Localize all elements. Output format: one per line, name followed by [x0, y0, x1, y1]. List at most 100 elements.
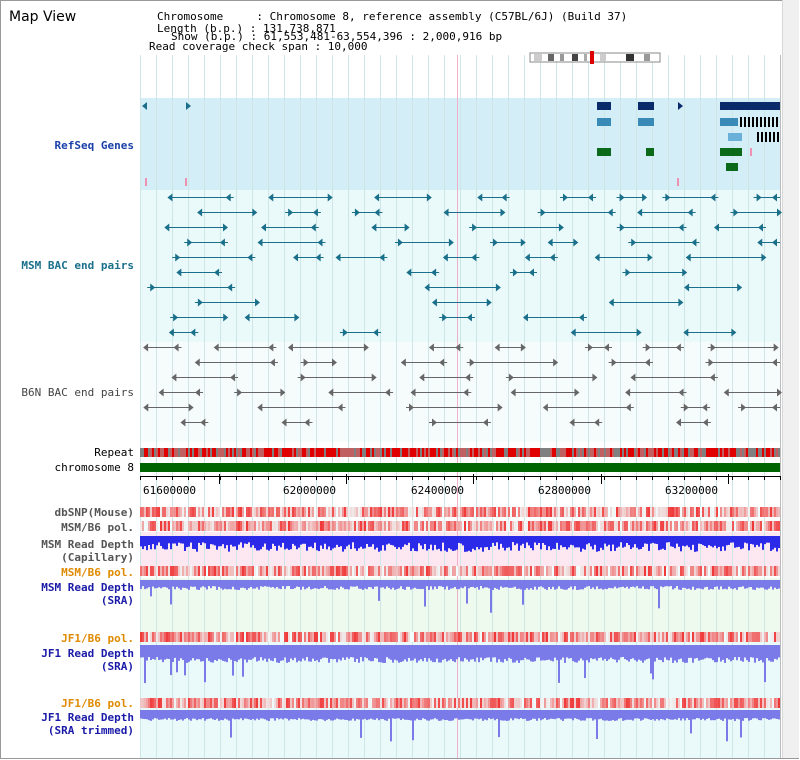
- msm-depth-capillary-bar: [638, 536, 640, 550]
- dbsnp-strip: [668, 507, 670, 517]
- repeat-segment: [466, 448, 468, 457]
- jf1-depth-sra-bar: [404, 645, 406, 660]
- msm-depth-sra-bar: [604, 580, 606, 589]
- jf1-depth-trimmed-bar: [304, 710, 306, 720]
- repeat-segment: [612, 448, 614, 457]
- jf1-b6-pol-strip: [630, 632, 632, 642]
- jf1-b6-pol2-strip: [198, 698, 200, 708]
- msm-depth-sra-bar: [730, 580, 732, 589]
- jf1-depth-sra-bar: [700, 645, 702, 660]
- msm-b6-pol-strip: [458, 521, 460, 531]
- jf1-depth-trimmed-bar: [354, 710, 356, 721]
- msm-depth-capillary-bar: [286, 536, 288, 549]
- msm-b6-pol2-strip: [554, 566, 556, 576]
- refseq-gene: [720, 118, 738, 126]
- msm-b6-pol2-strip: [528, 566, 530, 576]
- jf1-b6-pol-strip: [460, 632, 462, 642]
- jf1-depth-sra-bar: [484, 645, 486, 659]
- jf1-depth-trimmed-bar: [536, 710, 538, 721]
- msm-b6-pol-strip: [352, 521, 354, 531]
- jf1-b6-pol-strip: [188, 632, 190, 642]
- repeat-segment: [164, 448, 166, 457]
- msm-b6-pol-strip: [640, 521, 642, 531]
- msm-b6-pol-strip: [228, 521, 230, 531]
- msm-b6-pol-strip: [698, 521, 700, 531]
- jf1-depth-trimmed-bar: [776, 710, 778, 719]
- msm-b6-pol-strip: [472, 521, 474, 531]
- dbsnp-strip: [250, 507, 252, 517]
- msm-b6-pol-strip: [362, 521, 364, 531]
- msm-depth-sra-bar: [690, 580, 692, 590]
- dbsnp-strip: [674, 507, 676, 517]
- b6n-bac-pair-end: [683, 403, 689, 412]
- repeat-segment: [450, 448, 452, 457]
- jf1-depth-trimmed-bar: [398, 710, 400, 719]
- msm-b6-pol-strip: [668, 521, 670, 531]
- msm-depth-capillary-bar: [376, 536, 378, 548]
- jf1-b6-pol2-strip: [210, 698, 212, 708]
- jf1-depth-sra-bar: [456, 645, 458, 660]
- jf1-b6-pol-strip: [624, 632, 626, 642]
- msm-depth-sra-bar: [450, 580, 452, 589]
- msm-depth-capillary-bar: [488, 536, 490, 550]
- msm-depth-sra-bar: [590, 580, 592, 589]
- jf1-depth-trimmed-bar: [370, 710, 372, 719]
- jf1-depth-trimmed-bar: [190, 710, 192, 721]
- jf1-b6-pol2-strip: [318, 698, 320, 708]
- dbsnp-strip: [202, 507, 204, 517]
- msm-depth-sra-bar: [446, 580, 448, 587]
- msm-b6-pol-strip: [176, 521, 178, 531]
- jf1-depth-trimmed-bar: [748, 710, 750, 721]
- msm-depth-sra-bar: [616, 580, 618, 589]
- msm-depth-sra-bar: [294, 580, 296, 589]
- jf1-b6-pol2-strip: [242, 698, 244, 708]
- repeat-segment: [546, 448, 548, 457]
- dbsnp-strip: [350, 507, 352, 517]
- dbsnp-strip: [210, 507, 212, 517]
- refseq-gene: [638, 102, 654, 110]
- repeat-segment: [586, 448, 588, 457]
- jf1-depth-sra-bar: [350, 645, 352, 658]
- msm-b6-pol-strip: [366, 521, 368, 531]
- repeat-segment: [500, 448, 502, 457]
- jf1-b6-pol2-strip: [478, 698, 480, 708]
- jf1-depth-sra-bar: [670, 645, 672, 658]
- jf1-b6-pol2-strip: [454, 698, 456, 708]
- jf1-b6-pol2-strip: [706, 698, 708, 708]
- dbsnp-strip: [280, 507, 282, 517]
- msm-b6-pol2-strip: [364, 566, 366, 576]
- dbsnp-strip: [234, 507, 236, 517]
- msm-bac-pair-end: [197, 208, 203, 217]
- msm-b6-pol-strip: [508, 521, 510, 531]
- jf1-depth-sra-bar: [262, 645, 264, 661]
- msm-b6-pol2-strip: [150, 566, 152, 576]
- msm-depth-sra-bar: [722, 580, 724, 590]
- msm-bac-pair-end: [167, 193, 173, 202]
- msm-b6-pol2-strip: [204, 566, 206, 576]
- msm-depth-capillary-bar: [576, 536, 578, 548]
- msm-depth-sra-bar: [254, 580, 256, 589]
- msm-depth-capillary-bar: [610, 536, 612, 552]
- msm-depth-capillary-bar: [154, 536, 156, 550]
- repeat-segment: [642, 448, 644, 457]
- jf1-depth-sra-bar: [438, 645, 440, 663]
- msm-depth-sra-bar: [360, 580, 362, 589]
- jf1-depth-trimmed-bar: [654, 710, 656, 721]
- msm-b6-pol2-strip: [714, 566, 716, 576]
- dbsnp-strip: [692, 507, 694, 517]
- refseq-exon: [768, 117, 770, 127]
- jf1-b6-pol-strip: [332, 632, 334, 642]
- msm-depth-capillary-bar: [390, 536, 392, 545]
- msm-b6-pol-strip: [266, 521, 268, 531]
- msm-b6-pol2-strip: [312, 566, 314, 576]
- jf1-depth-sra-bar: [300, 645, 302, 662]
- repeat-segment: [606, 448, 608, 457]
- msm-bac-pair-end: [227, 283, 233, 292]
- msm-b6-pol-strip: [302, 521, 304, 531]
- msm-b6-pol-strip: [370, 521, 372, 531]
- msm-depth-capillary-bar: [732, 536, 734, 543]
- repeat-segment: [506, 448, 508, 457]
- msm-depth-sra-bar: [524, 580, 526, 590]
- vertical-scrollbar[interactable]: [782, 0, 799, 758]
